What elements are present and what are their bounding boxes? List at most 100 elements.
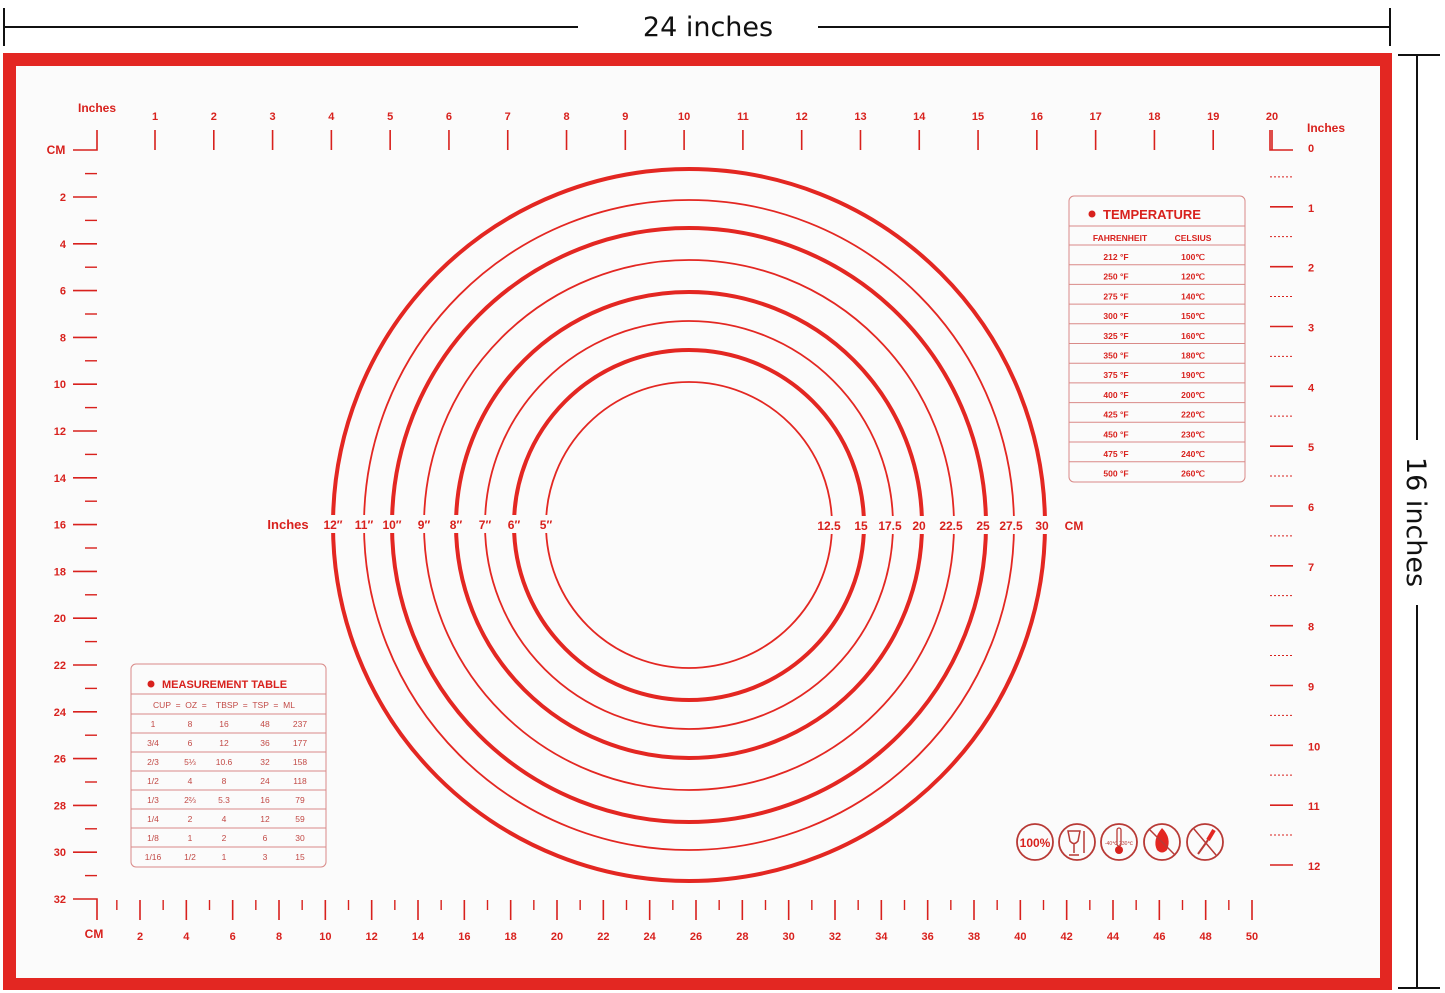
celsius-value: 100℃	[1181, 252, 1205, 262]
right-ruler-number: 1	[1308, 203, 1314, 215]
platinum-silicone-100-icon: 100%	[1016, 823, 1054, 861]
bottom-ruler-number: 50	[1246, 931, 1258, 943]
svg-text:100%: 100%	[1020, 836, 1051, 850]
top-ruler-number: 4	[328, 111, 335, 123]
top-ruler-number: 14	[913, 111, 926, 123]
left-ruler-number: 20	[54, 613, 66, 625]
bottom-ruler-number: 12	[366, 931, 378, 943]
measurement-title: MEASUREMENT TABLE	[162, 679, 287, 691]
fahrenheit-value: 212 °F	[1103, 252, 1128, 262]
left-ruler-number: 2	[60, 192, 66, 204]
mat-surface	[16, 66, 1380, 978]
top-ruler-number: 7	[505, 111, 511, 123]
inch-diameter-label: 7″	[479, 518, 492, 532]
label-backdrop	[906, 516, 932, 534]
label-backdrop	[877, 516, 903, 534]
cm-diameter-label: 15	[854, 519, 868, 533]
measurement-header: CUP = OZ = TBSP = TSP = ML	[153, 700, 295, 710]
no-knife-icon	[1186, 823, 1224, 861]
measurement-cell: 30	[295, 833, 305, 843]
top-ruler-number: 20	[1266, 111, 1278, 123]
measurement-cell: 1/2	[147, 776, 159, 786]
bottom-ruler-number: 8	[276, 931, 282, 943]
measurement-cell: 2	[222, 833, 227, 843]
left-ruler-number: 28	[54, 800, 66, 812]
measurement-cell: 32	[260, 757, 270, 767]
rulers: 1 2 3 4 5 6 7 8 9 10 11 12 13 14 15 16 17 18 19 20012345678…	[54, 111, 1321, 943]
fahrenheit-value: 275 °F	[1103, 291, 1128, 301]
label-backdrop	[444, 515, 468, 533]
measurement-cell: 6	[263, 833, 268, 843]
top-ruler-number: 11	[737, 111, 749, 123]
measurement-cell: 12	[219, 738, 229, 748]
badges: 100% -40℃ 230℃	[1016, 823, 1224, 861]
label-backdrop	[502, 515, 526, 533]
fahrenheit-value: 300 °F	[1103, 311, 1128, 321]
measurement-cell: 158	[293, 757, 307, 767]
measurement-cell: 5⅓	[184, 757, 196, 767]
top-ruler-number: 13	[854, 111, 866, 123]
right-ruler-number: 3	[1308, 323, 1314, 335]
cm-diameter-label: 27.5	[999, 519, 1023, 533]
measurement-cell: 2⅔	[184, 795, 196, 805]
fahrenheit-value: 375 °F	[1103, 370, 1128, 380]
bottom-ruler-number: 20	[551, 931, 563, 943]
bottom-ruler-number: 18	[505, 931, 517, 943]
inch-diameter-label: 10″	[382, 518, 401, 532]
ruler-corner	[73, 898, 98, 920]
inch-diameter-label: 8″	[450, 518, 463, 532]
svg-text:-40℃ 230℃: -40℃ 230℃	[1105, 841, 1134, 847]
celsius-value: 240℃	[1181, 449, 1205, 459]
right-ruler-number: 7	[1308, 562, 1314, 574]
inch-diameter-label: 6″	[508, 518, 521, 532]
fahrenheit-value: 475 °F	[1103, 449, 1128, 459]
bottom-ruler-number: 44	[1107, 931, 1120, 943]
temperature-range-icon: -40℃ 230℃	[1100, 823, 1138, 861]
fahrenheit-value: 500 °F	[1103, 469, 1128, 479]
bottom-ruler-number: 36	[922, 931, 934, 943]
bottom-ruler-number: 22	[597, 931, 609, 943]
top-ruler-number: 6	[446, 111, 452, 123]
left-ruler-number: 14	[54, 473, 67, 485]
measurement-cell: 3	[263, 852, 268, 862]
measurement-cell: 1/16	[145, 852, 162, 862]
label-backdrop	[848, 516, 874, 534]
bullet-icon	[147, 680, 155, 688]
celsius-value: 180℃	[1181, 351, 1205, 361]
label-backdrop	[380, 515, 404, 533]
bottom-ruler-number: 2	[137, 931, 143, 943]
measurement-cell: 5.3	[218, 795, 230, 805]
measurement-cell: 2/3	[147, 757, 159, 767]
circle-cm-unit-label: CM	[1065, 519, 1084, 533]
left-ruler-number: 24	[54, 707, 67, 719]
bottom-ruler-number: 24	[644, 931, 657, 943]
inch-diameter-label: 12″	[323, 518, 342, 532]
height-dimension: 16 inches	[1398, 54, 1440, 989]
measurement-cell: 8	[222, 776, 227, 786]
label-backdrop	[534, 515, 558, 533]
measurement-cell: 59	[295, 814, 305, 824]
measurement-cell: 12	[260, 814, 270, 824]
left-ruler-number: 12	[54, 426, 66, 438]
celsius-value: 190℃	[1181, 370, 1205, 380]
width-label: 24 inches	[643, 12, 773, 43]
bottom-ruler-number: 6	[230, 931, 236, 943]
bottom-ruler-number: 34	[875, 931, 888, 943]
left-ruler-number: 30	[54, 847, 66, 859]
measurement-cell: 79	[295, 795, 305, 805]
left-ruler-number: 8	[60, 332, 66, 344]
measurement-cell: 15	[295, 852, 305, 862]
top-ruler-number: 5	[387, 111, 393, 123]
measurement-cell: 1/2	[184, 852, 196, 862]
top-ruler-number: 19	[1207, 111, 1219, 123]
temperature-title: TEMPERATURE	[1103, 207, 1201, 222]
top-ruler-number: 18	[1148, 111, 1160, 123]
fahrenheit-value: 325 °F	[1103, 331, 1128, 341]
measurement-cell: 3/4	[147, 738, 159, 748]
left-ruler-number: 32	[54, 894, 66, 906]
right-ruler-number: 5	[1308, 442, 1314, 454]
measurement-cell: 1/8	[147, 833, 159, 843]
right-ruler-number: 6	[1308, 502, 1314, 514]
celsius-value: 230℃	[1181, 429, 1205, 439]
left-ruler-number: 26	[54, 754, 66, 766]
